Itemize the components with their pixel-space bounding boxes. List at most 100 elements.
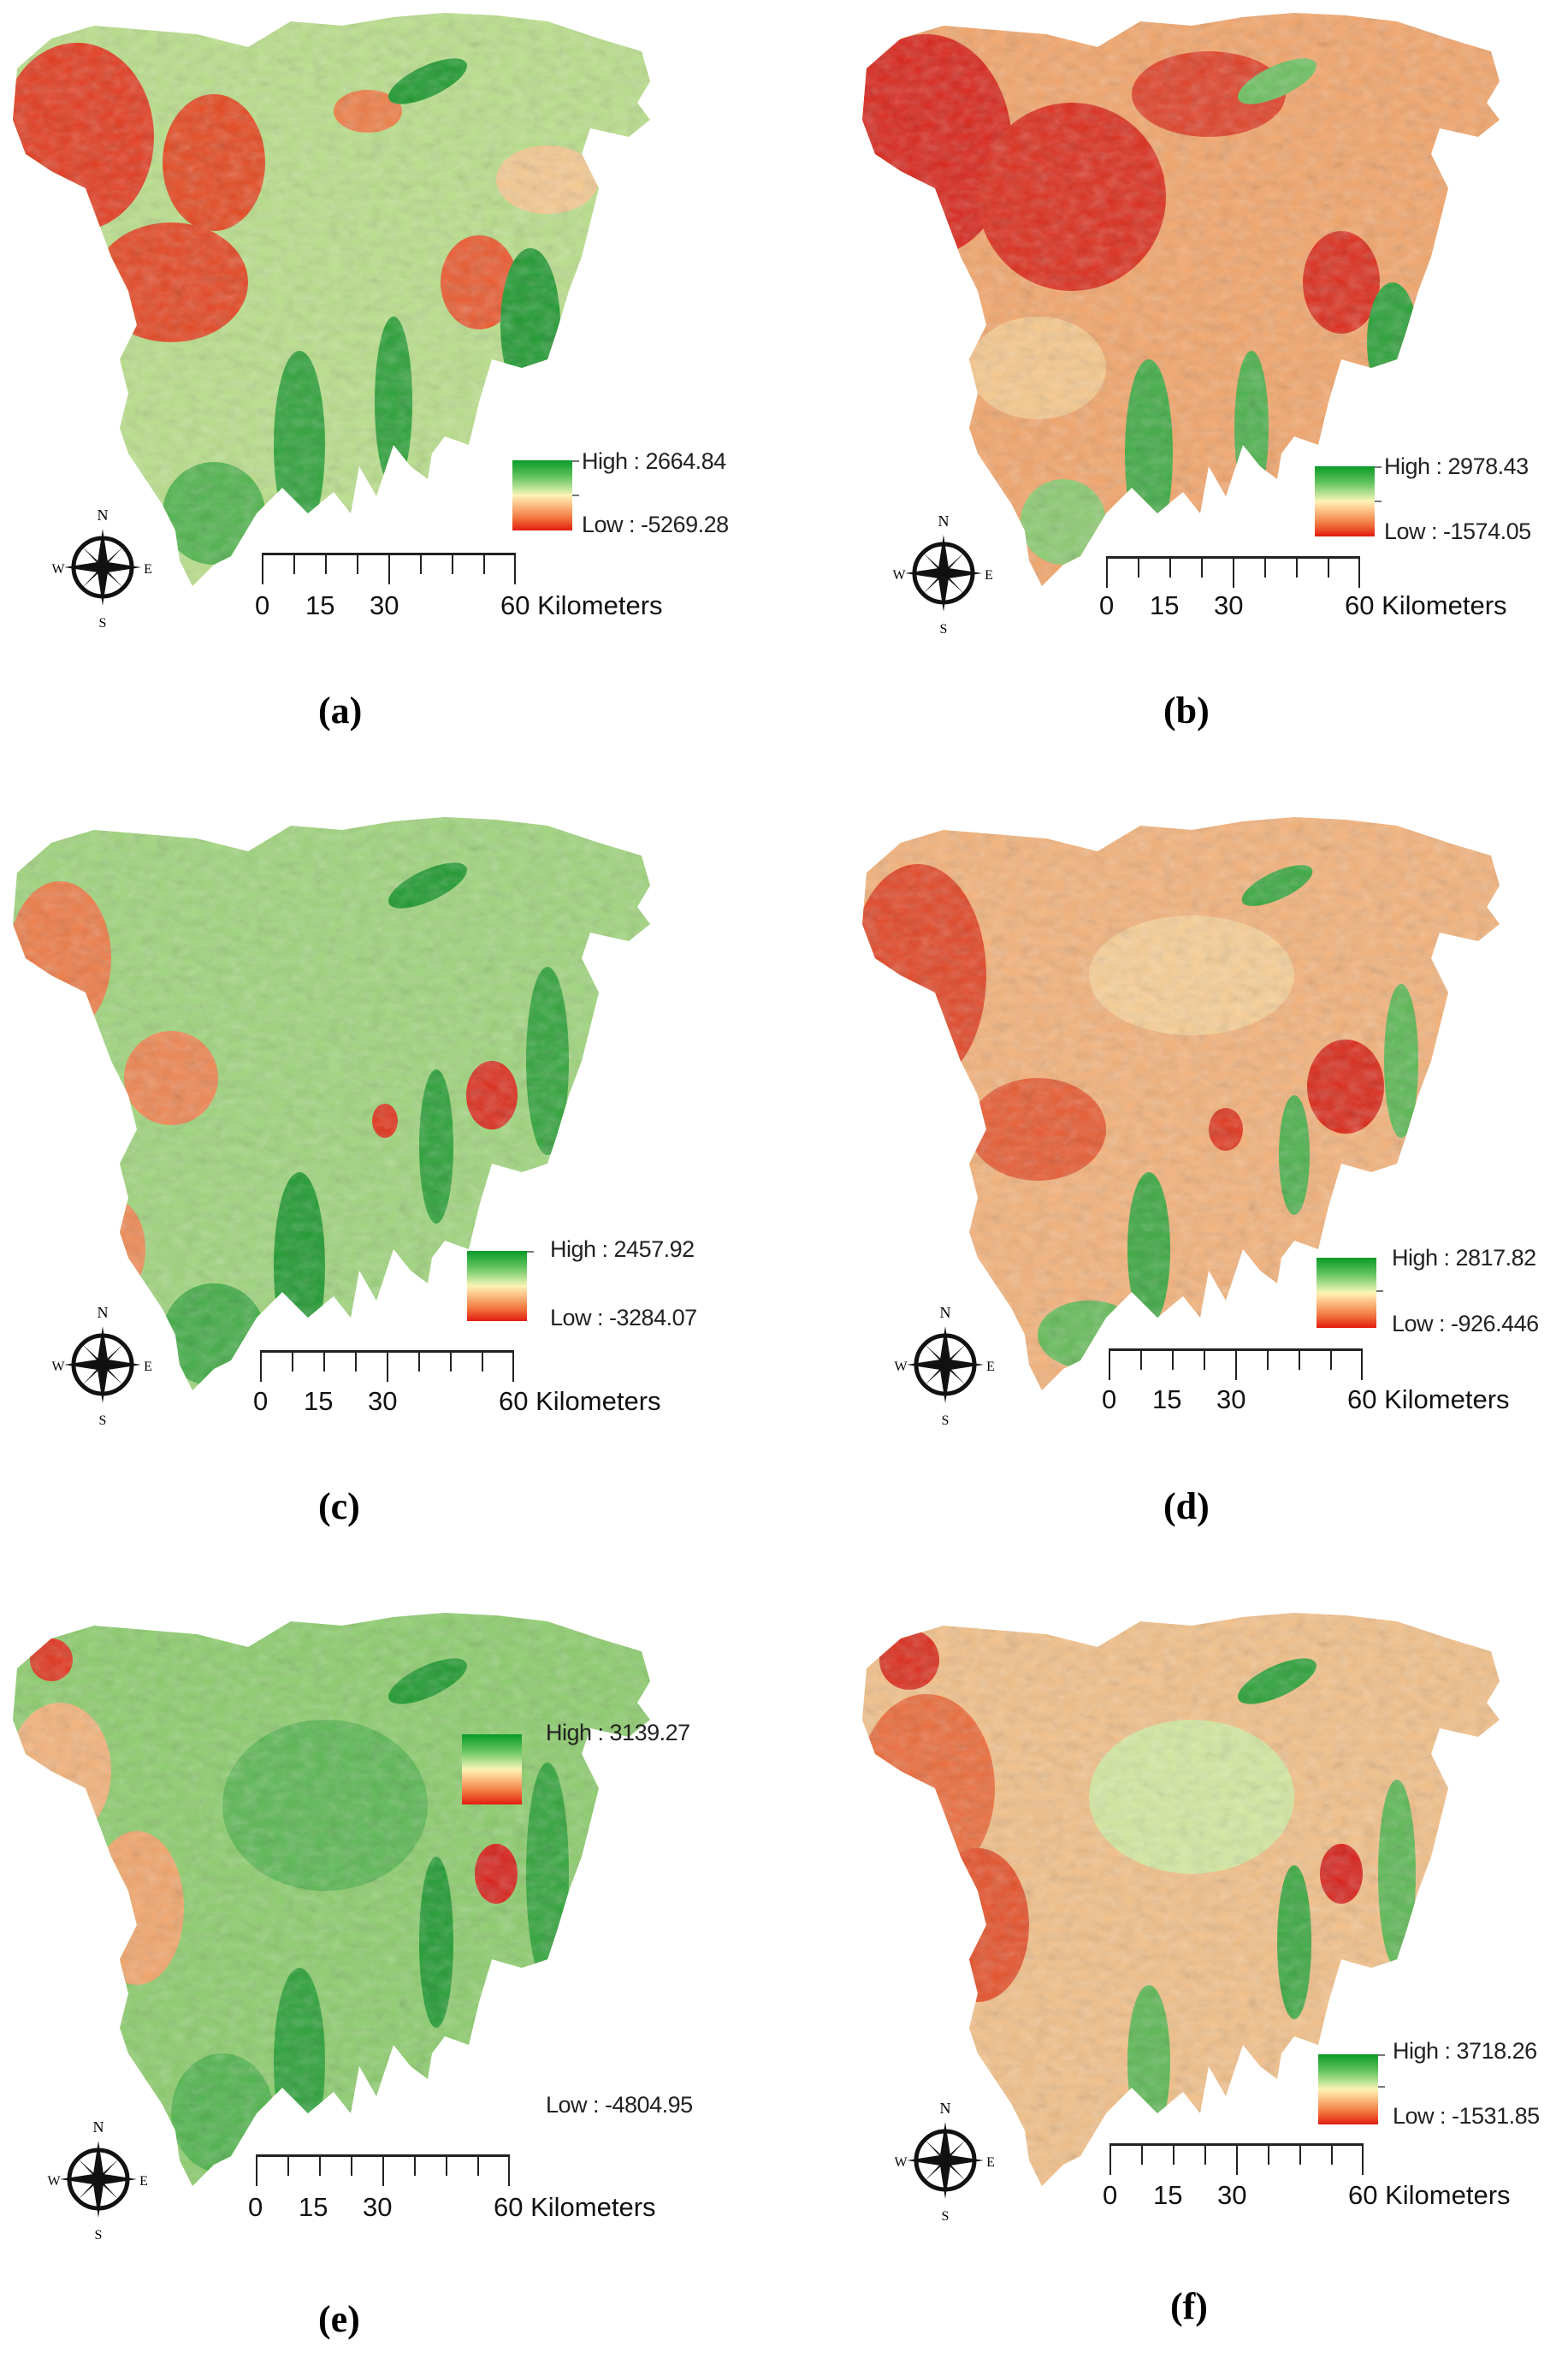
scale-bar (1106, 556, 1360, 588)
map-raster (13, 1613, 650, 2186)
north-arrow-compass-icon: N W E S (47, 2118, 148, 2243)
legend-high-label: High : 2664.84 (582, 448, 726, 474)
legend-tick (1375, 501, 1382, 502)
legend-color-ramp (462, 1734, 522, 1804)
scale-label-0: 0 (248, 2192, 263, 2222)
scale-label-15: 15 (1153, 2180, 1183, 2210)
scale-bar (262, 553, 516, 584)
svg-text:N: N (98, 1304, 109, 1321)
legend-high-label: High : 3139.27 (546, 1720, 690, 1745)
panel-caption: (f) (1170, 2285, 1208, 2327)
legend-tick (1375, 466, 1382, 468)
map-raster (862, 817, 1500, 1390)
north-arrow-compass-icon: N W E S (892, 513, 993, 637)
north-arrow-compass-icon: N W E S (51, 507, 152, 631)
map-raster (13, 13, 650, 586)
legend-color-ramp (1317, 1258, 1376, 1328)
legend-high-label: High : 2817.82 (1392, 1245, 1536, 1271)
panel-caption: (a) (318, 690, 363, 732)
scale-label-30: 30 (368, 1386, 398, 1416)
scale-label-60-km: 60 Kilometers (1345, 590, 1507, 620)
scale-bar (260, 1350, 514, 1382)
svg-text:W: W (51, 1360, 65, 1374)
scale-label-0: 0 (1103, 2180, 1118, 2210)
north-arrow-compass-icon: N W E S (51, 1304, 152, 1428)
scale-bar (256, 2154, 510, 2186)
scale-label-0: 0 (1099, 590, 1115, 620)
scale-label-15: 15 (1152, 1384, 1182, 1414)
north-arrow-compass-icon: N W E S (894, 1304, 995, 1428)
svg-text:S: S (942, 2209, 950, 2224)
panel-caption: (c) (318, 1485, 360, 1527)
svg-text:E: E (986, 2155, 995, 2170)
scale-bar (1109, 2143, 1364, 2175)
svg-text:E: E (985, 568, 993, 583)
panel-e: High : 3139.27 Low : -4804.95 N W E S 0 … (0, 1600, 770, 2370)
panel-f: High : 3718.26 Low : -1531.85 N W E S 0 … (849, 1600, 1568, 2370)
legend-low-label: Low : -3284.07 (550, 1305, 697, 1330)
panel-d: High : 2817.82 Low : -926.446 N W E S 0 … (849, 804, 1568, 1574)
svg-text:N: N (98, 507, 109, 524)
map-raster (13, 817, 650, 1390)
legend-color-ramp (1318, 2054, 1378, 2124)
scale-label-30: 30 (370, 590, 399, 620)
scale-bar (1109, 1348, 1363, 1380)
legend-low-label: Low : -926.446 (1392, 1311, 1539, 1336)
legend-tick (1378, 2054, 1385, 2056)
svg-text:S: S (942, 1413, 950, 1428)
legend-tick (527, 1251, 534, 1253)
svg-text:S: S (99, 616, 107, 631)
legend-high-label: High : 2457.92 (550, 1236, 695, 1262)
svg-text:S: S (99, 1413, 107, 1428)
svg-text:W: W (892, 568, 906, 583)
scale-label-60-km: 60 Kilometers (1347, 1384, 1510, 1414)
legend-tick (1376, 1290, 1383, 1292)
svg-text:N: N (940, 1304, 951, 1321)
svg-text:E: E (139, 2174, 148, 2189)
scale-label-0: 0 (253, 1386, 269, 1416)
scale-label-60-km: 60 Kilometers (494, 2192, 656, 2222)
scale-label-60-km: 60 Kilometers (500, 590, 663, 620)
map-raster (862, 1613, 1500, 2186)
svg-text:N: N (93, 2118, 104, 2136)
svg-text:S: S (95, 2228, 103, 2243)
legend-color-ramp (1315, 466, 1375, 536)
panel-caption: (e) (318, 2298, 360, 2340)
scale-label-15: 15 (304, 1386, 334, 1416)
svg-text:S: S (940, 622, 948, 637)
scale-label-30: 30 (1214, 590, 1244, 620)
scale-label-30: 30 (1217, 2180, 1247, 2210)
panel-c: High : 2457.92 Low : -3284.07 N W E S 0 … (0, 804, 770, 1574)
legend-low-label: Low : -4804.95 (546, 2092, 693, 2118)
svg-text:N: N (938, 513, 950, 530)
panel-caption: (d) (1163, 1485, 1210, 1527)
scale-label-15: 15 (1150, 590, 1180, 620)
map-raster (862, 13, 1500, 586)
legend-high-label: High : 3718.26 (1393, 2038, 1537, 2064)
scale-label-15: 15 (305, 590, 335, 620)
svg-text:W: W (894, 1360, 908, 1374)
svg-text:W: W (894, 2155, 908, 2170)
svg-text:E: E (144, 562, 152, 577)
panel-a: High : 2664.84 Low : -5269.28 N W E S 0 … (0, 0, 770, 770)
svg-text:E: E (144, 1360, 152, 1374)
panel-b: High : 2978.43 Low : -1574.05 N W E S 0 … (849, 0, 1568, 770)
svg-text:E: E (986, 1360, 995, 1374)
north-arrow-compass-icon: N W E S (894, 2100, 995, 2224)
legend-tick (1378, 2086, 1385, 2088)
panel-caption: (b) (1163, 690, 1210, 732)
scale-label-30: 30 (1216, 1384, 1246, 1414)
scale-label-60-km: 60 Kilometers (499, 1386, 661, 1416)
legend-low-label: Low : -1531.85 (1393, 2103, 1540, 2129)
legend-tick (572, 495, 579, 496)
scale-label-0: 0 (1102, 1384, 1117, 1414)
legend-tick (572, 460, 579, 462)
scale-label-0: 0 (255, 590, 270, 620)
svg-text:N: N (940, 2100, 951, 2117)
legend-low-label: Low : -1574.05 (1384, 518, 1531, 544)
legend-color-ramp (467, 1251, 527, 1321)
legend-low-label: Low : -5269.28 (582, 512, 729, 537)
scale-label-30: 30 (363, 2192, 393, 2222)
svg-text:W: W (51, 562, 65, 577)
svg-text:W: W (47, 2174, 61, 2189)
